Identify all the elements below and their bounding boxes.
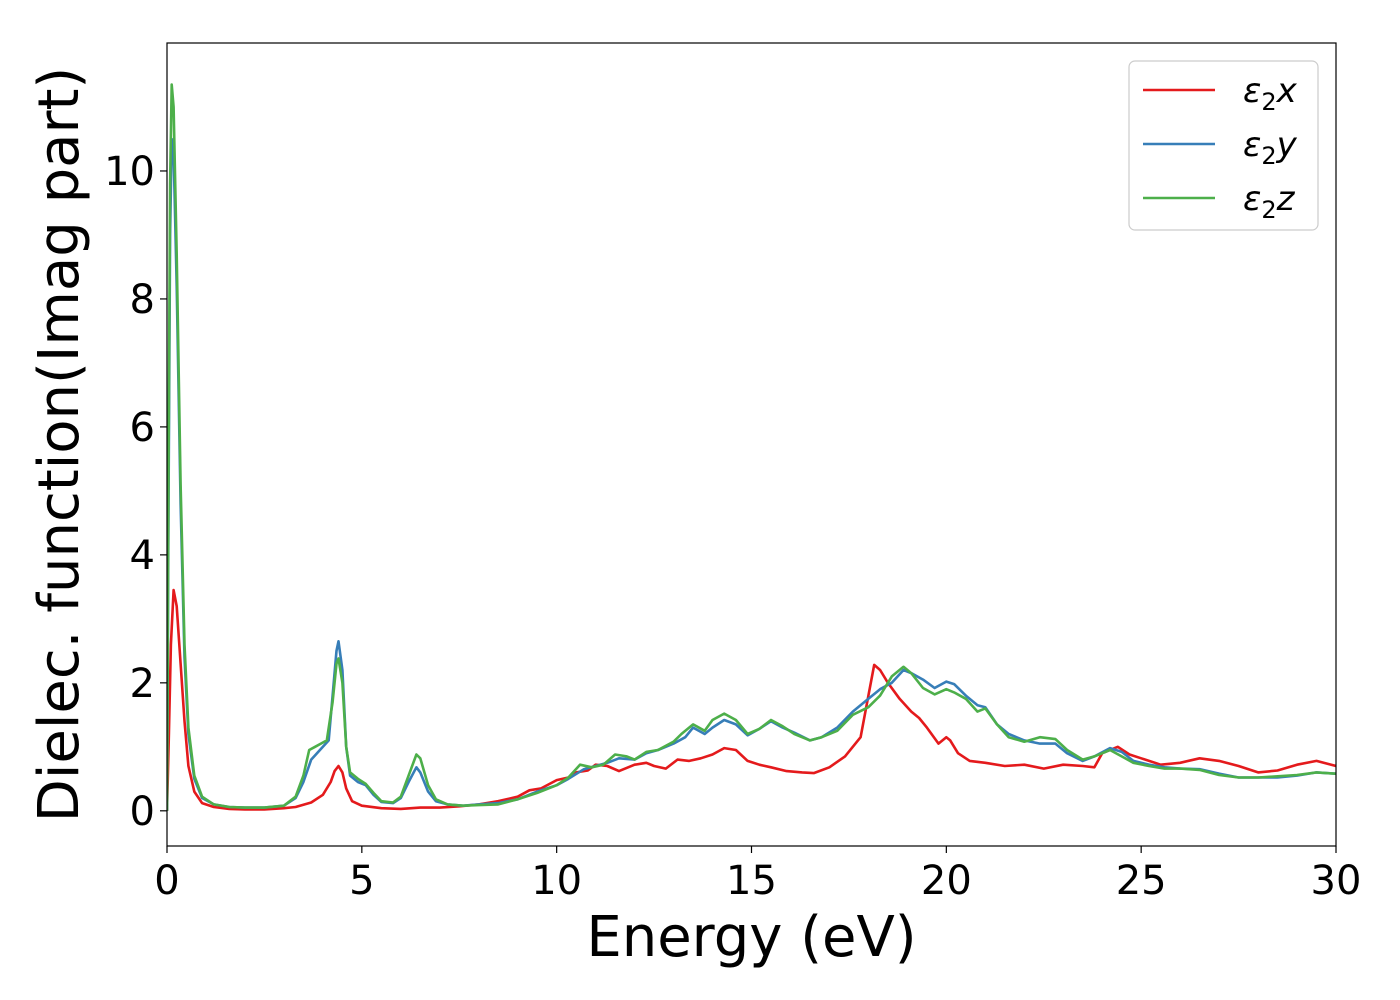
y-tick-label: 4 (130, 533, 155, 579)
x-tick-label: 0 (154, 858, 179, 904)
y-tick-label: 0 (130, 789, 155, 835)
y-tick-label: 10 (104, 149, 155, 195)
series-line-y (167, 137, 1336, 811)
legend-label-z: ε2z (1243, 179, 1296, 224)
y-tick-label: 8 (130, 277, 155, 323)
y-tick-label: 2 (130, 661, 155, 707)
x-tick-label: 25 (1116, 858, 1167, 904)
series-line-x (167, 588, 1336, 811)
series-layer (167, 83, 1336, 811)
x-tick-label: 20 (921, 858, 972, 904)
legend-label-x: ε2x (1243, 71, 1298, 116)
legend-box (1128, 60, 1319, 231)
legend: ε2x ε2y ε2z (1128, 60, 1319, 231)
series-line-z (167, 83, 1336, 811)
x-tick-label: 5 (349, 858, 374, 904)
x-tick-label: 10 (531, 858, 582, 904)
y-tick-label: 6 (130, 405, 155, 451)
x-tick-label: 30 (1311, 858, 1362, 904)
y-axis-ticks: 0 2 4 6 8 10 (104, 149, 167, 835)
y-axis-label: Dielec. function(Imag part) (27, 67, 92, 823)
legend-label-y: ε2y (1243, 125, 1298, 170)
x-tick-label: 15 (726, 858, 777, 904)
x-axis-ticks: 0 5 10 15 20 25 30 (154, 846, 1361, 904)
x-axis-label: Energy (eV) (586, 905, 916, 970)
